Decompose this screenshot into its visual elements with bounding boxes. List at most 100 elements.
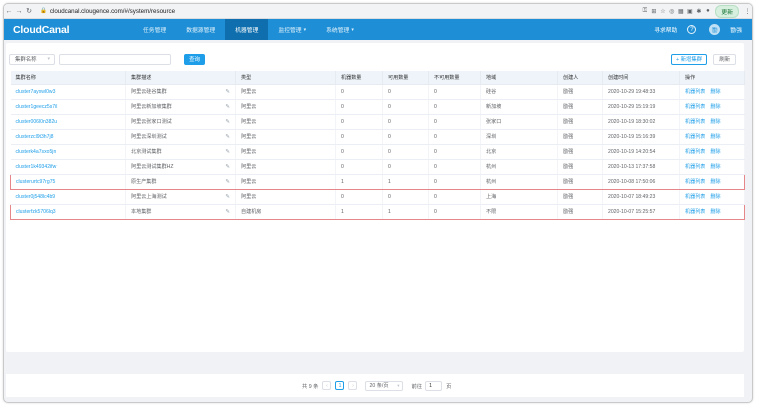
machine-list-link[interactable]: 机器列表 xyxy=(685,134,706,140)
machine-list-link[interactable]: 机器列表 xyxy=(685,194,706,200)
column-header[interactable]: 不可用数量 xyxy=(428,71,481,85)
reload-icon[interactable]: ↻ xyxy=(26,8,32,15)
machine-list-link[interactable]: 机器列表 xyxy=(685,149,706,155)
refresh-button[interactable]: 刷新 xyxy=(713,53,736,65)
extension-circle-icon[interactable]: ◎ xyxy=(669,8,675,15)
update-button[interactable]: 更新 xyxy=(715,4,739,18)
column-header[interactable]: 创建时间 xyxy=(602,71,680,85)
cluster-name-link-cell[interactable]: cluster006l0n382u xyxy=(10,114,126,130)
cluster-name-link[interactable]: clusterfzk5706lq3 xyxy=(16,208,56,215)
machine-list-link[interactable]: 机器列表 xyxy=(685,104,706,110)
puzzle-icon[interactable]: ✱ xyxy=(696,8,702,15)
cluster-name-link[interactable]: cluster1geecz5s7il xyxy=(15,103,58,110)
available-count: 1 xyxy=(388,208,391,215)
nav-item-tasks[interactable]: 任务管理 xyxy=(143,28,167,34)
delete-link[interactable]: 删除 xyxy=(710,104,721,110)
cluster-name-link-cell[interactable]: clusterfzk5706lq3 xyxy=(10,203,126,220)
cluster-name-link-cell[interactable]: clusterzcl9t3h7j8 xyxy=(10,129,126,145)
machine-list-link[interactable]: 机器列表 xyxy=(685,179,706,185)
edit-icon[interactable]: ✎ xyxy=(225,88,230,95)
edit-icon[interactable]: ✎ xyxy=(225,148,230,155)
available-count-cell: 1 xyxy=(382,203,429,220)
edit-icon[interactable]: ✎ xyxy=(225,103,230,110)
add-cluster-button[interactable]: + 新增集群 xyxy=(670,53,708,65)
edit-icon[interactable]: ✎ xyxy=(225,118,230,125)
cluster-name-link-cell[interactable]: clusterk4a7sxo5jn xyxy=(10,144,126,160)
translate-icon[interactable]: ⊞ xyxy=(651,8,657,15)
delete-link[interactable]: 删除 xyxy=(710,134,721,140)
next-page-icon[interactable]: › xyxy=(348,381,358,390)
machine-list-link[interactable]: 机器列表 xyxy=(685,209,706,215)
edit-icon[interactable]: ✎ xyxy=(225,133,230,140)
address-bar[interactable]: 🔒 cloudcanal.clougence.com/#/system/reso… xyxy=(40,8,636,15)
page-number[interactable]: 1 xyxy=(335,381,345,390)
machine-count-cell: 0 xyxy=(335,189,383,205)
nav-item-system[interactable]: 系统管理 ▾ xyxy=(316,19,364,40)
cluster-region-cell: 深圳 xyxy=(480,129,558,145)
goto-input[interactable]: 1 xyxy=(425,380,443,391)
query-button[interactable]: 查询 xyxy=(184,53,205,65)
available-count-cell: 0 xyxy=(382,189,429,205)
cluster-name-link[interactable]: cluster0j548lc4b9 xyxy=(15,193,56,200)
delete-link[interactable]: 删除 xyxy=(710,119,721,125)
cluster-name-link[interactable]: clusterzcl9t3h7j8 xyxy=(15,133,54,140)
column-header[interactable]: 可用数量 xyxy=(382,71,429,85)
extension-box-icon[interactable]: ▣ xyxy=(687,8,693,15)
grid-icon[interactable]: ▦ xyxy=(678,8,684,15)
cluster-name-link-cell[interactable]: cluster7ayxwl0w3 xyxy=(10,84,126,100)
delete-link[interactable]: 删除 xyxy=(710,149,721,155)
edit-icon[interactable]: ✎ xyxy=(225,193,230,200)
created-time: 2020-10-19 15:16:39 xyxy=(608,133,656,140)
search-input[interactable] xyxy=(59,53,171,65)
help-link[interactable]: 寻求帮助 xyxy=(654,28,678,34)
cluster-name-link[interactable]: cluster7ayxwl0w3 xyxy=(15,88,56,95)
created-time: 2020-10-13 17:37:58 xyxy=(608,163,656,170)
column-header[interactable]: 集群描述 xyxy=(125,71,236,85)
logo[interactable]: CloudCanal xyxy=(13,23,70,36)
cluster-name-link-cell[interactable]: cluster1k49342ifw xyxy=(10,159,126,175)
column-header[interactable]: 创建人 xyxy=(557,71,603,85)
column-header[interactable]: 机器数量 xyxy=(335,71,383,85)
machine-list-link[interactable]: 机器列表 xyxy=(685,89,706,95)
cluster-name-link-cell[interactable]: cluster1geecz5s7il xyxy=(10,99,126,115)
user-name[interactable]: 勖强 xyxy=(730,28,742,34)
column-header[interactable]: 操作 xyxy=(679,71,745,85)
delete-link[interactable]: 删除 xyxy=(710,179,721,185)
cluster-name-link[interactable]: cluster006l0n382u xyxy=(15,118,58,125)
filter-field-select[interactable]: 集群名称 ▾ xyxy=(9,53,55,65)
forward-icon[interactable]: → xyxy=(15,7,23,15)
question-icon[interactable]: ? xyxy=(687,25,697,34)
nav-item-machines[interactable]: 机器管理 xyxy=(225,19,269,40)
page-size-select[interactable]: 20 条/页 ▾ xyxy=(365,380,404,391)
key-icon[interactable]: ⚿ xyxy=(642,7,648,14)
machine-list-link[interactable]: 机器列表 xyxy=(685,164,706,170)
machine-count-cell: 0 xyxy=(335,159,383,175)
back-icon[interactable]: ← xyxy=(5,7,13,15)
edit-icon[interactable]: ✎ xyxy=(225,178,230,185)
edit-icon[interactable]: ✎ xyxy=(225,163,230,170)
nav-item-monitor[interactable]: 监控管理 ▾ xyxy=(268,19,316,40)
prev-page-icon[interactable]: ‹ xyxy=(322,381,332,390)
machine-list-link[interactable]: 机器列表 xyxy=(685,119,706,125)
cluster-name-link[interactable]: cluster1k49342ifw xyxy=(15,163,57,170)
column-header[interactable]: 地域 xyxy=(480,71,558,85)
cluster-name-link[interactable]: clusterurtc97rg75 xyxy=(16,178,56,185)
delete-link[interactable]: 删除 xyxy=(710,209,721,215)
star-icon[interactable]: ☆ xyxy=(660,8,666,15)
column-header[interactable]: 类型 xyxy=(235,71,336,85)
menu-icon[interactable]: ⋮ xyxy=(744,8,751,15)
nav-item-datasources[interactable]: 数据源管理 xyxy=(186,28,216,34)
avatar[interactable]: 勖 xyxy=(709,24,721,35)
cluster-name-link[interactable]: clusterk4a7sxo5jn xyxy=(15,148,57,155)
profile-icon[interactable]: ● xyxy=(706,8,710,14)
cluster-name-link-cell[interactable]: clusterurtc97rg75 xyxy=(10,173,126,190)
edit-icon[interactable]: ✎ xyxy=(225,208,230,215)
column-header[interactable]: 集群名称 xyxy=(10,71,126,85)
goto-label: 前往 xyxy=(411,383,423,390)
cluster-name-link-cell[interactable]: cluster0j548lc4b9 xyxy=(10,189,126,205)
machine-count-cell: 0 xyxy=(335,114,383,130)
table-row: cluster1geecz5s7il 阿里云新加坡集群 ✎ 阿里云 0 0 0 新加坡 勖强 20… xyxy=(10,99,745,115)
delete-link[interactable]: 删除 xyxy=(710,164,721,170)
delete-link[interactable]: 删除 xyxy=(710,194,721,200)
delete-link[interactable]: 删除 xyxy=(710,89,721,95)
